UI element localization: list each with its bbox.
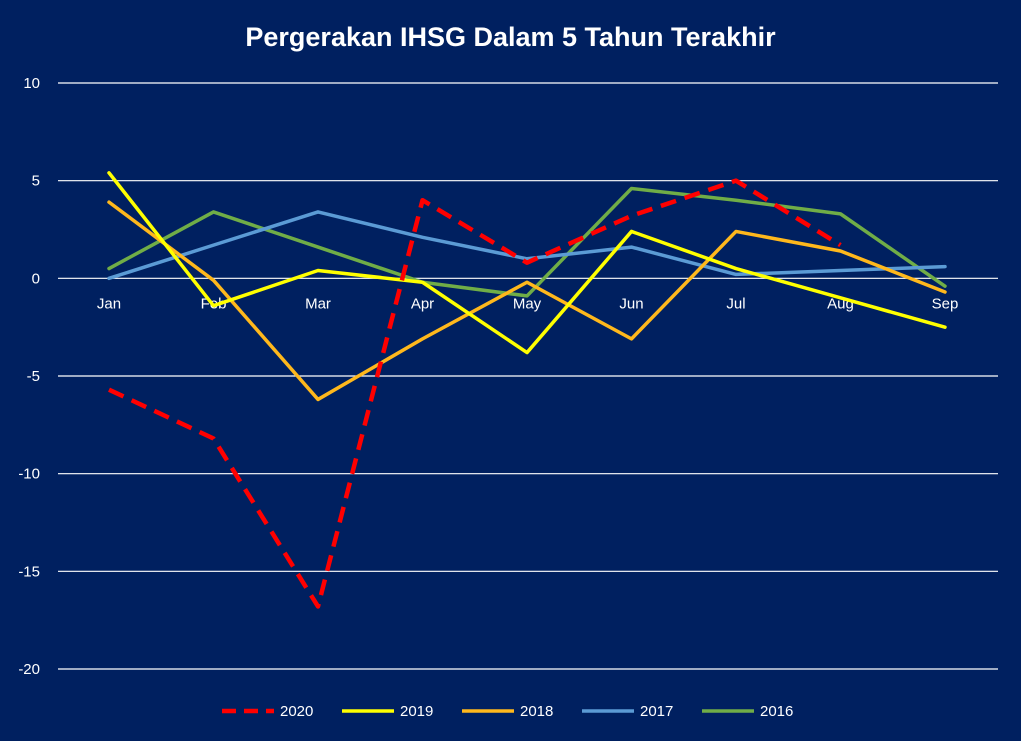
y-tick-label: -10 <box>18 466 40 483</box>
legend-label-2017: 2017 <box>640 703 673 720</box>
x-tick-label: Jun <box>619 295 643 312</box>
legend-label-2018: 2018 <box>520 703 553 720</box>
series-line-2019 <box>107 171 947 355</box>
x-tick-label: Sep <box>932 295 959 312</box>
y-tick-labels: 10 5 0 -5 -10 -15 -20 <box>18 75 40 678</box>
y-tick-label: 10 <box>23 75 40 92</box>
series-lines <box>107 171 947 609</box>
x-tick-labels: Jan Feb Mar Apr May Jun Jul Aug Sep <box>97 295 958 312</box>
x-tick-label: Jul <box>726 295 745 312</box>
y-tick-label: -20 <box>18 661 40 678</box>
x-tick-label: May <box>513 295 542 312</box>
y-tick-label: -15 <box>18 563 40 580</box>
series-line-2016 <box>107 186 947 298</box>
y-tick-label: 0 <box>32 270 40 287</box>
chart-title: Pergerakan IHSG Dalam 5 Tahun Terakhir <box>245 22 776 52</box>
x-tick-label: Apr <box>411 295 434 312</box>
legend-label-2019: 2019 <box>400 703 433 720</box>
y-tick-label: 5 <box>32 173 40 190</box>
x-tick-label: Jan <box>97 295 121 312</box>
gridlines <box>58 82 998 670</box>
legend-label-2020: 2020 <box>280 703 313 720</box>
series-line-2017 <box>107 210 947 281</box>
series-line-2020 <box>108 178 842 609</box>
x-tick-label: Mar <box>305 295 331 312</box>
y-tick-label: -5 <box>27 368 40 385</box>
series-line-2018 <box>107 200 947 402</box>
legend-label-2016: 2016 <box>760 703 793 720</box>
legend: 2020 2019 2018 2017 2016 <box>222 703 793 720</box>
